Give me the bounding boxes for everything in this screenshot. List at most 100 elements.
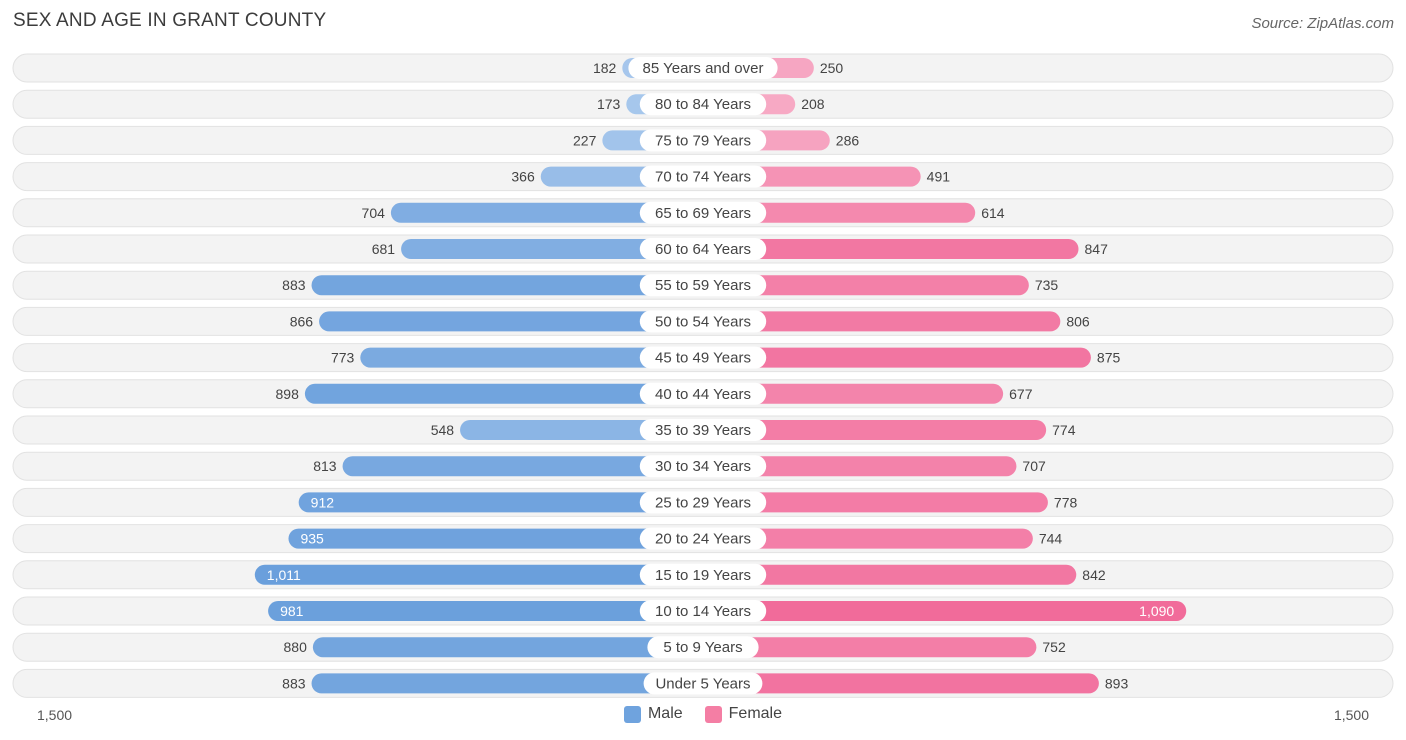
axis-label-left: 1,500 (37, 707, 73, 723)
category-label: 40 to 44 Years (655, 386, 751, 403)
value-label-male: 813 (313, 458, 337, 474)
bar-male (298, 492, 703, 513)
value-label-female: 677 (1009, 386, 1033, 402)
bar-male (360, 347, 703, 368)
bar-female (703, 275, 1029, 296)
category-label: 55 to 59 Years (655, 277, 751, 294)
value-label-female: 707 (1022, 458, 1046, 474)
value-label-female: 735 (1035, 277, 1059, 293)
value-label-male: 173 (597, 96, 621, 112)
category-label: 50 to 54 Years (655, 313, 751, 330)
value-label-male: 366 (511, 169, 535, 185)
value-label-male: 981 (280, 603, 304, 619)
category-label: 65 to 69 Years (655, 205, 751, 222)
bar-male (390, 202, 703, 223)
category-label: 10 to 14 Years (655, 603, 751, 620)
legend-label-male: Male (647, 705, 683, 722)
value-label-female: 893 (1105, 675, 1129, 691)
category-pill (639, 93, 767, 116)
category-label: 75 to 79 Years (655, 132, 751, 149)
category-pill (639, 419, 767, 441)
bar-female (703, 601, 1187, 621)
bar-female (703, 383, 1004, 404)
category-label: 20 to 24 Years (655, 531, 751, 548)
bar-male (254, 564, 704, 585)
category-pill (647, 636, 759, 659)
value-label-male: 773 (331, 350, 355, 366)
value-label-male: 704 (362, 205, 386, 221)
bar-female (703, 492, 1048, 513)
bar-male (342, 456, 703, 477)
bar-female (703, 202, 976, 223)
bar-female (703, 528, 1033, 549)
value-label-female: 286 (836, 132, 860, 148)
value-label-female: 842 (1082, 567, 1106, 583)
value-label-female: 752 (1042, 639, 1066, 655)
category-pill (639, 310, 767, 333)
value-label-male: 880 (284, 639, 308, 655)
category-pill (639, 238, 767, 260)
chart-title: SEX AND AGE IN GRANT COUNTY (13, 10, 327, 31)
value-label-female: 806 (1066, 313, 1090, 329)
category-label: 60 to 64 Years (655, 241, 751, 258)
bar-female (703, 637, 1037, 658)
category-pill (639, 491, 767, 514)
category-pill (628, 57, 778, 79)
value-label-female: 1,090 (1139, 603, 1174, 619)
bar-female (703, 456, 1017, 477)
legend-swatch-male (623, 705, 641, 723)
category-label: 45 to 49 Years (655, 350, 751, 367)
bar-male (312, 637, 703, 658)
value-label-female: 875 (1097, 350, 1121, 366)
bar-female (703, 347, 1091, 368)
category-pill (639, 455, 767, 478)
category-label: Under 5 Years (655, 675, 750, 692)
value-label-male: 912 (311, 494, 335, 510)
category-label: 30 to 34 Years (655, 458, 751, 475)
category-pill (639, 165, 767, 188)
value-label-male: 227 (573, 132, 597, 148)
category-label: 85 Years and over (643, 60, 764, 77)
value-label-male: 866 (290, 313, 314, 329)
category-pill (639, 346, 767, 369)
value-label-female: 491 (927, 169, 951, 185)
category-label: 25 to 29 Years (655, 494, 751, 511)
bar-male (401, 239, 703, 259)
value-label-male: 935 (300, 531, 324, 547)
category-pill (639, 274, 767, 297)
category-label: 15 to 19 Years (655, 567, 751, 584)
category-label: 80 to 84 Years (655, 96, 751, 113)
value-label-female: 614 (981, 205, 1005, 221)
bar-male (311, 275, 703, 296)
category-pill (643, 672, 763, 695)
category-label: 35 to 39 Years (655, 422, 751, 439)
category-label: 5 to 9 Years (663, 639, 742, 656)
category-pill (639, 600, 767, 622)
value-label-male: 898 (276, 386, 300, 402)
legend: Male Female (0, 705, 1406, 723)
value-label-male: 548 (431, 422, 455, 438)
legend-label-female: Female (728, 705, 783, 722)
bar-female (703, 673, 1099, 694)
legend-item-female[interactable]: Female (704, 705, 783, 723)
legend-item-male[interactable]: Male (623, 705, 683, 723)
bar-female (703, 311, 1061, 332)
value-label-female: 847 (1085, 241, 1109, 257)
value-label-female: 250 (820, 60, 844, 76)
value-label-female: 774 (1052, 422, 1076, 438)
value-label-female: 744 (1039, 531, 1063, 547)
value-label-female: 208 (801, 96, 825, 112)
value-label-female: 778 (1054, 494, 1078, 510)
category-label: 70 to 74 Years (655, 169, 751, 186)
bar-female (703, 239, 1079, 259)
bar-female (703, 420, 1047, 440)
value-label-male: 182 (593, 60, 617, 76)
legend-swatch-female (704, 705, 722, 723)
bar-male (268, 601, 703, 621)
bar-male (319, 311, 703, 332)
value-label-male: 681 (372, 241, 396, 257)
axis-label-right: 1,500 (1333, 707, 1369, 723)
category-pill (639, 129, 767, 152)
bar-male (304, 383, 703, 404)
